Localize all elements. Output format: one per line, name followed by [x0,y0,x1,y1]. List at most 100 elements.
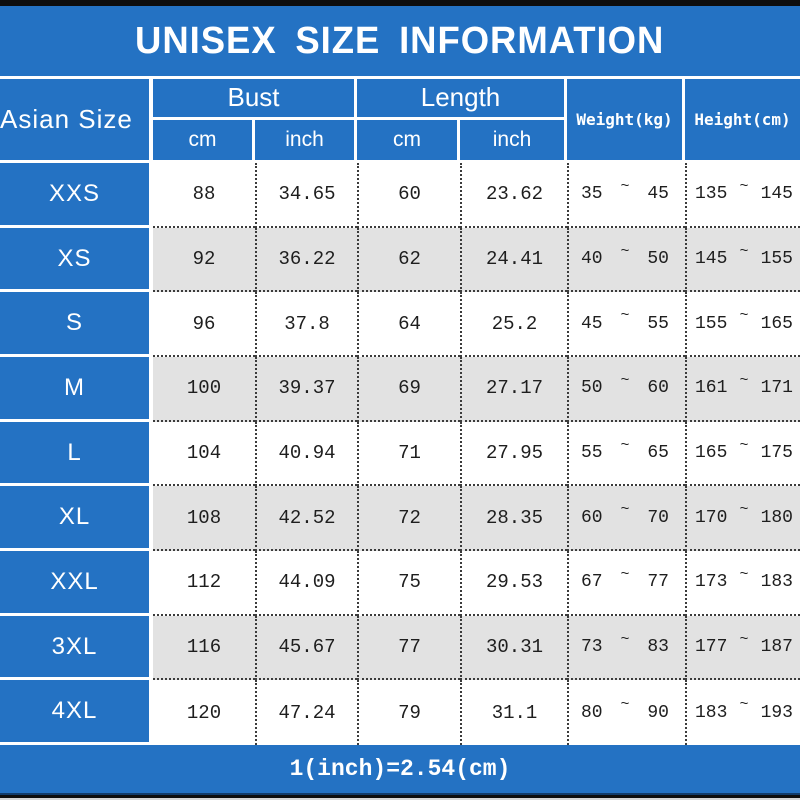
header-length: Length [357,79,567,120]
bust-cm-cell: 88 [153,163,255,228]
weight-range-cell: 35 ~45 [567,163,685,228]
weight-range-cell: 40 ~50 [567,227,685,293]
table-row-xxs: XXS 88 34.65 60 23.62 35 ~45 135 ~145 [0,163,800,228]
bust-inch-cell: 34.65 [255,163,357,228]
header-bust-inch: inch [255,119,357,160]
length-inch-cell: 24.41 [460,227,567,293]
weight-range-cell: 73 ~83 [567,615,685,681]
bust-inch-cell: 47.24 [255,680,357,746]
height-range-cell: 161 ~171 [685,357,800,422]
length-inch-cell: 27.17 [460,357,567,422]
tilde-separator: ~ [739,371,749,389]
height-range-cell: 145 ~155 [685,227,800,293]
tilde-separator: ~ [739,242,749,260]
size-cell: XL [0,486,153,552]
weight-range-cell: 55 ~65 [567,421,685,487]
bust-cm-cell: 120 [153,680,255,746]
tilde-separator: ~ [739,696,749,714]
size-cell: XXS [0,163,153,228]
height-range-cell: 155 ~165 [685,292,800,358]
title-banner: UNISEX SIZE INFORMATION [0,6,800,79]
header-asian-size: Asian Size [0,79,153,160]
weight-range-cell: 45 ~55 [567,292,685,358]
size-cell: XS [0,227,153,293]
bust-cm-cell: 104 [153,421,255,487]
tilde-separator: ~ [739,307,749,325]
table-row-3xl: 3XL 116 45.67 77 30.31 73 ~83 177 ~187 [0,615,800,681]
length-cm-cell: 79 [357,680,460,746]
bust-inch-cell: 44.09 [255,551,357,616]
header-height-cm: Height(cm) [685,79,800,160]
length-inch-cell: 25.2 [460,292,567,358]
length-cm-cell: 69 [357,357,460,422]
header-length-cm: cm [357,119,460,160]
tilde-separator: ~ [620,696,630,714]
top-border-bar [0,0,800,6]
bust-inch-cell: 45.67 [255,615,357,681]
table-body: XXS 88 34.65 60 23.62 35 ~45 135 ~145 XS 9… [0,163,800,746]
length-cm-cell: 71 [357,421,460,487]
length-inch-cell: 27.95 [460,421,567,487]
tilde-separator: ~ [620,177,630,195]
bust-cm-cell: 100 [153,357,255,422]
tilde-separator: ~ [739,630,749,648]
header-bust: Bust [153,79,357,120]
length-cm-cell: 62 [357,227,460,293]
tilde-separator: ~ [620,565,630,583]
bottom-gray-strip [0,798,800,800]
length-cm-cell: 75 [357,551,460,616]
length-cm-cell: 64 [357,292,460,358]
bust-inch-cell: 37.8 [255,292,357,358]
length-cm-cell: 77 [357,615,460,681]
bust-cm-cell: 116 [153,615,255,681]
bust-cm-cell: 112 [153,551,255,616]
table-row-xl: XL 108 42.52 72 28.35 60 ~70 170 ~180 [0,486,800,552]
height-range-cell: 183 ~193 [685,680,800,746]
size-cell: 3XL [0,615,153,681]
tilde-separator: ~ [620,436,630,454]
conversion-note-band: 1(inch)=2.54(cm) [0,745,800,793]
weight-range-cell: 80 ~90 [567,680,685,746]
length-inch-cell: 23.62 [460,163,567,228]
size-cell: L [0,421,153,487]
bust-inch-cell: 40.94 [255,421,357,487]
header-bust-cm: cm [153,119,255,160]
tilde-separator: ~ [620,307,630,325]
length-inch-cell: 30.31 [460,615,567,681]
height-range-cell: 177 ~187 [685,615,800,681]
header-length-inch: inch [460,119,567,160]
tilde-separator: ~ [620,242,630,260]
weight-range-cell: 67 ~77 [567,551,685,616]
table-row-xs: XS 92 36.22 62 24.41 40 ~50 145 ~155 [0,227,800,293]
length-cm-cell: 72 [357,486,460,552]
table-row-l: L 104 40.94 71 27.95 55 ~65 165 ~175 [0,421,800,487]
table-header: Asian Size Bust Length Weight(kg) Height… [0,79,800,163]
page-title: UNISEX SIZE INFORMATION [135,19,665,62]
height-range-cell: 135 ~145 [685,163,800,228]
tilde-separator: ~ [620,371,630,389]
tilde-separator: ~ [739,436,749,454]
table-row-4xl: 4XL 120 47.24 79 31.1 80 ~90 183 ~193 [0,680,800,746]
header-weight-kg: Weight(kg) [567,79,685,160]
bust-inch-cell: 39.37 [255,357,357,422]
length-inch-cell: 31.1 [460,680,567,746]
bust-cm-cell: 92 [153,227,255,293]
length-inch-cell: 28.35 [460,486,567,552]
bust-cm-cell: 108 [153,486,255,552]
length-inch-cell: 29.53 [460,551,567,616]
tilde-separator: ~ [620,630,630,648]
bust-cm-cell: 96 [153,292,255,358]
table-row-xxl: XXL 112 44.09 75 29.53 67 ~77 173 ~183 [0,551,800,616]
weight-range-cell: 60 ~70 [567,486,685,552]
weight-range-cell: 50 ~60 [567,357,685,422]
size-cell: 4XL [0,680,153,746]
bottom-border-bar [0,795,800,798]
bust-inch-cell: 42.52 [255,486,357,552]
conversion-note: 1(inch)=2.54(cm) [289,756,511,782]
length-cm-cell: 60 [357,163,460,228]
tilde-separator: ~ [739,565,749,583]
tilde-separator: ~ [620,501,630,519]
bust-inch-cell: 36.22 [255,227,357,293]
bottom-navy-line [0,793,800,795]
